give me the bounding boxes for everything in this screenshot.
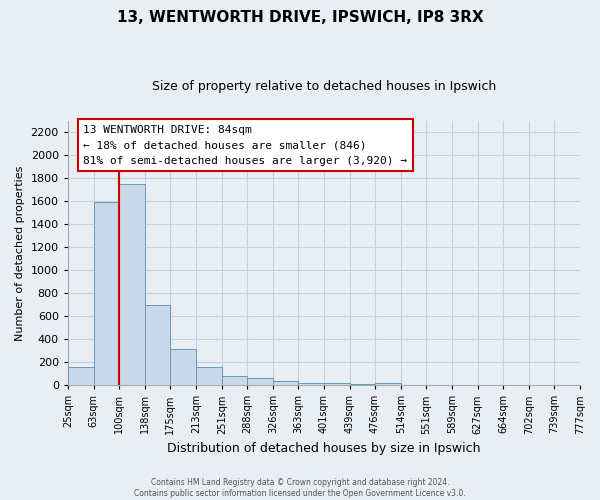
Bar bbox=[68, 366, 94, 385]
Bar bbox=[170, 349, 196, 385]
Bar bbox=[375, 383, 401, 385]
Bar bbox=[247, 378, 273, 385]
Bar bbox=[94, 202, 119, 385]
Bar bbox=[145, 304, 170, 385]
X-axis label: Distribution of detached houses by size in Ipswich: Distribution of detached houses by size … bbox=[167, 442, 481, 455]
Bar bbox=[119, 184, 145, 385]
Y-axis label: Number of detached properties: Number of detached properties bbox=[15, 165, 25, 340]
Text: 13 WENTWORTH DRIVE: 84sqm
← 18% of detached houses are smaller (846)
81% of semi: 13 WENTWORTH DRIVE: 84sqm ← 18% of detac… bbox=[83, 124, 407, 166]
Bar bbox=[196, 368, 222, 385]
Bar bbox=[298, 383, 324, 385]
Title: Size of property relative to detached houses in Ipswich: Size of property relative to detached ho… bbox=[152, 80, 496, 93]
Text: Contains HM Land Registry data © Crown copyright and database right 2024.
Contai: Contains HM Land Registry data © Crown c… bbox=[134, 478, 466, 498]
Bar bbox=[222, 376, 247, 385]
Bar bbox=[324, 384, 350, 385]
Bar bbox=[350, 384, 375, 385]
Bar bbox=[273, 381, 298, 385]
Text: 13, WENTWORTH DRIVE, IPSWICH, IP8 3RX: 13, WENTWORTH DRIVE, IPSWICH, IP8 3RX bbox=[116, 10, 484, 25]
